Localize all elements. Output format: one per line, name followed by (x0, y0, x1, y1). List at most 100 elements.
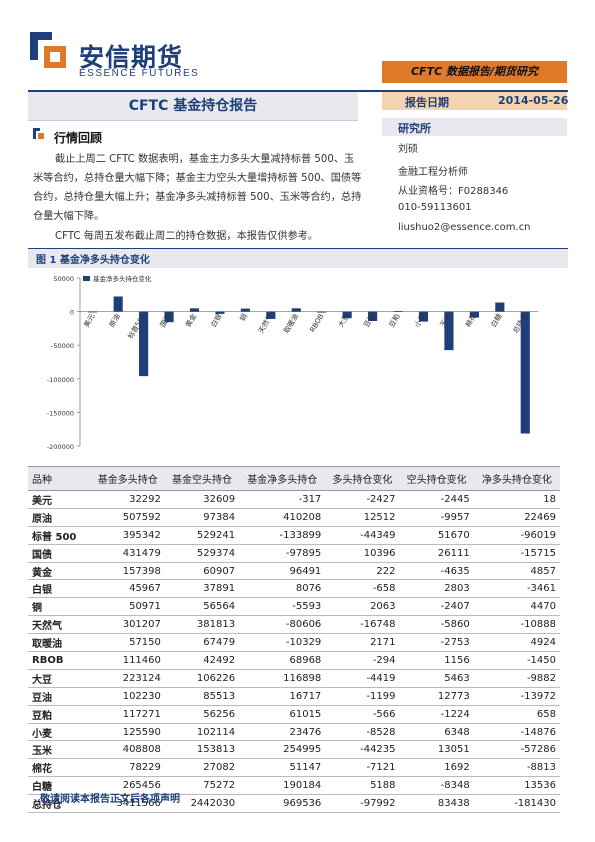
category-label: 美元 (82, 312, 97, 329)
bar-0 (88, 311, 98, 313)
commodity-name-cell: 豆粕 (28, 705, 91, 724)
category-label: 黄金 (183, 312, 198, 329)
table-cell: -1224 (399, 705, 474, 724)
table-cell: 8076 (239, 579, 326, 599)
report-date-box (382, 92, 567, 110)
table-cell: 51670 (399, 526, 474, 545)
bar-5 (215, 311, 225, 314)
bar-11 (368, 311, 378, 321)
table-cell: 10396 (325, 544, 400, 563)
commodity-name-cell: 标普 500 (28, 526, 91, 545)
author-phone: 010-59113601 (398, 202, 472, 213)
category-label: 取暖油 (282, 312, 300, 335)
table-row: 国债 431479 529374 -97895 10396 26111 -15715 (28, 544, 560, 563)
commodity-name-cell: 棉花 (28, 758, 91, 778)
table-cell: -44235 (325, 740, 400, 760)
y-tick-label: -200000 (47, 443, 74, 451)
y-tick-label: -50000 (51, 342, 74, 350)
table-cell: 13536 (473, 776, 560, 796)
commodity-name-cell: 天然气 (28, 615, 91, 635)
table-cell: -44349 (325, 526, 400, 545)
author-role: 金融工程分析师 (398, 167, 468, 178)
bar-4 (189, 308, 200, 312)
table-cell: 3411566 (90, 794, 165, 814)
table-cell: 51147 (239, 758, 326, 778)
table-cell: 96491 (239, 562, 326, 581)
table-cell: 18 (473, 490, 560, 509)
table-cell: 223124 (90, 669, 165, 688)
table-cell: 507592 (90, 508, 165, 527)
table-cell: 1156 (399, 651, 474, 670)
y-tick-label: 0 (70, 309, 74, 317)
commodity-name-cell: 国债 (28, 544, 91, 563)
table-header-row: 品种 基金多头持仓 基金空头持仓 基金净多头持仓 多头持仓变化 空头持仓变化 净多头持仓变化 (28, 466, 560, 491)
table-cell: 2442030 (164, 794, 240, 814)
table-cell: 2803 (399, 579, 474, 599)
bar-8 (291, 308, 301, 312)
table-cell: 45967 (90, 579, 165, 599)
table-cell: 969536 (239, 794, 326, 814)
bar-7 (266, 311, 276, 319)
table-cell: 111460 (90, 651, 165, 670)
bar-3 (164, 311, 174, 323)
table-cell: -317 (239, 490, 326, 509)
bar-17 (520, 311, 530, 434)
table-cell: -57286 (473, 740, 560, 760)
commodity-name-cell: 小麦 (28, 723, 91, 742)
commodity-name-cell: 玉米 (28, 740, 91, 760)
category-label: 豆粕 (387, 312, 402, 329)
table-cell: -8813 (473, 758, 560, 778)
header-divider (28, 90, 568, 92)
commodity-name-cell: RBOB (28, 651, 91, 670)
report-date-value: 2014-05-26 (498, 94, 569, 107)
table-row: 小麦 125590 102114 23476 -8528 6348 -14876 (28, 723, 560, 742)
review-section-title: 行情回顾 (54, 131, 103, 145)
table-cell: -9957 (399, 508, 474, 527)
table-cell: -4419 (325, 669, 400, 688)
institute-label: 研究所 (398, 122, 431, 135)
table-cell: -3461 (473, 579, 560, 599)
table-cell: 408808 (90, 740, 165, 760)
table-cell: 22469 (473, 508, 560, 527)
commodity-name-cell: 白糖 (28, 776, 91, 796)
table-cell: 67479 (164, 633, 240, 653)
table-cell: -8528 (325, 723, 400, 742)
bar-12 (393, 311, 403, 312)
table-cell: 56256 (164, 705, 240, 724)
table-cell: -1199 (325, 687, 400, 706)
table-cell: 57150 (90, 633, 165, 653)
table-cell: 153813 (164, 740, 240, 760)
y-tick-label: -100000 (47, 376, 74, 384)
table-cell: -97992 (325, 794, 400, 814)
table-header-cell: 基金净多头持仓 (239, 466, 326, 491)
table-cell: 125590 (90, 723, 165, 742)
commodity-name-cell: 大豆 (28, 669, 91, 688)
table-cell: -2427 (325, 490, 400, 509)
table-row: 黄金 157398 60907 96491 222 -4635 4857 (28, 562, 560, 581)
table-row: RBOB 111460 42492 68968 -294 1156 -1450 (28, 651, 560, 670)
table-cell: 658 (473, 705, 560, 724)
table-cell: -7121 (325, 758, 400, 778)
table-cell: 32292 (90, 490, 165, 509)
category-label: 铜 (238, 312, 249, 323)
table-row: 玉米 408808 153813 254995 -44235 13051 -57286 (28, 740, 560, 760)
table-cell: 381813 (164, 615, 240, 635)
category-label: 白糖 (489, 312, 504, 329)
table-cell: 222 (325, 562, 400, 581)
table-header-cell: 品种 (28, 466, 91, 491)
institute-box (382, 118, 567, 136)
table-cell: -181430 (473, 794, 560, 814)
bar-14 (444, 311, 454, 351)
table-row: 美元 32292 32609 -317 -2427 -2445 18 (28, 490, 560, 509)
table-row: 原油 507592 97384 410208 12512 -9957 22469 (28, 508, 560, 527)
author-email[interactable]: liushuo2@essence.com.cn (398, 222, 531, 233)
table-cell: 529241 (164, 526, 240, 545)
table-cell: 26111 (399, 544, 474, 563)
table-cell: -97895 (239, 544, 326, 563)
bar-6 (240, 308, 250, 312)
table-cell: 5188 (325, 776, 400, 796)
table-cell: -96019 (473, 526, 560, 545)
table-cell: 23476 (239, 723, 326, 742)
table-cell: -2407 (399, 597, 474, 617)
category-label: 白银 (209, 312, 224, 329)
